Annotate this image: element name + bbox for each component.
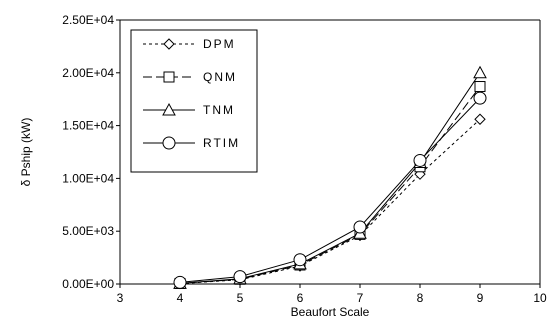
data-point-rtim [353,220,367,234]
x-tick-label: 10 [533,291,547,305]
legend-item-rtim: RTIM [143,136,240,150]
legend-label-tnm: TNM [203,103,235,117]
x-tick-label: 3 [117,291,124,305]
data-point-rtim [173,275,187,289]
legend: DPM QNM TNM RTIM [130,29,258,173]
data-point-rtim [233,270,247,284]
legend-marker-dpm [163,38,175,50]
y-tick-label: 2.50E+04 [62,13,114,27]
data-point-rtim [413,153,427,167]
x-tick-label: 7 [357,291,364,305]
legend-box [130,29,258,173]
chart-series [173,65,487,290]
y-tick-label: 1.50E+04 [62,119,114,133]
x-tick-label: 5 [237,291,244,305]
legend-item-tnm: TNM [143,102,235,117]
series-rtim [173,91,487,289]
legend-item-dpm: DPM [143,37,236,51]
series-line-rtim [179,97,481,283]
data-point-rtim [473,91,487,105]
y-axis-label: δ Pship (kW) [19,118,33,187]
x-axis-label: Beaufort Scale [291,305,370,319]
data-point-qnm [474,81,486,93]
legend-label-rtim: RTIM [203,136,240,150]
series-line-dpm [179,118,481,285]
legend-label-qnm: QNM [203,70,237,84]
y-tick-label: 0.00E+00 [62,277,114,291]
y-tick-label: 5.00E+03 [62,224,114,238]
legend-marker-qnm [163,71,175,83]
x-tick-label: 4 [177,291,184,305]
legend-label-dpm: DPM [203,37,236,51]
y-tick-label: 1.00E+04 [62,171,114,185]
legend-item-qnm: QNM [143,70,237,84]
y-tick-label: 2.00E+04 [62,66,114,80]
chart-axes [119,19,541,285]
chart-ticks: 3 4 5 6 7 8 9 10 0.00E+00 5.00E+03 1.00E+04 1.50E+0… [62,13,547,305]
data-point-dpm [474,113,486,125]
data-point-tnm [473,65,487,79]
x-tick-label: 8 [417,291,424,305]
data-point-rtim [293,253,307,267]
legend-marker-tnm [162,102,176,116]
x-tick-label: 9 [477,291,484,305]
x-tick-label: 6 [297,291,304,305]
legend-marker-rtim [162,136,176,150]
series-line-tnm [179,72,481,284]
